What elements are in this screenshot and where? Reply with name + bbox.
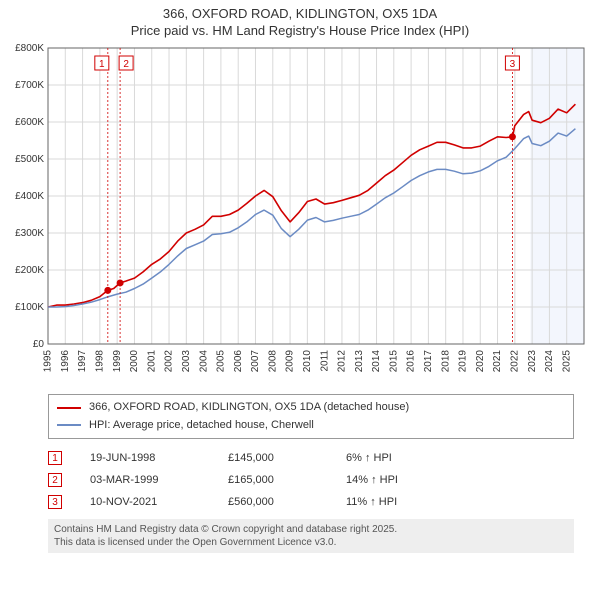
svg-text:1996: 1996 [60,350,71,373]
svg-text:£200K: £200K [15,265,44,276]
sale-price: £165,000 [228,474,318,486]
svg-text:2007: 2007 [250,350,261,373]
svg-text:1998: 1998 [95,350,106,373]
svg-text:2012: 2012 [337,350,348,373]
svg-text:£600K: £600K [15,117,44,128]
svg-text:2015: 2015 [388,350,399,373]
footer-attribution: Contains HM Land Registry data © Crown c… [48,519,574,553]
svg-text:1997: 1997 [77,350,88,373]
sale-price: £145,000 [228,452,318,464]
title-address: 366, OXFORD ROAD, KIDLINGTON, OX5 1DA [8,6,592,21]
svg-text:2003: 2003 [181,350,192,373]
legend-item: HPI: Average price, detached house, Cher… [57,417,565,435]
legend-swatch [57,424,81,426]
sale-change: 11% ↑ HPI [346,496,456,508]
chart-area: £0 £100K £200K £300K £400K £500K £600K £700K £80… [8,44,592,384]
svg-text:2024: 2024 [544,350,555,373]
legend-item: 366, OXFORD ROAD, KIDLINGTON, OX5 1DA (d… [57,399,565,417]
svg-text:£700K: £700K [15,80,44,91]
sales-table: 1 19-JUN-1998 £145,000 6% ↑ HPI 2 03-MAR… [48,447,574,513]
svg-text:3: 3 [510,59,516,70]
svg-text:2002: 2002 [164,350,175,373]
table-row: 1 19-JUN-1998 £145,000 6% ↑ HPI [48,447,574,469]
sale-change: 14% ↑ HPI [346,474,456,486]
svg-text:2011: 2011 [319,350,330,372]
svg-text:£100K: £100K [15,302,44,313]
sale-date: 03-MAR-1999 [90,474,200,486]
svg-text:2022: 2022 [509,350,520,373]
title-block: 366, OXFORD ROAD, KIDLINGTON, OX5 1DA Pr… [8,6,592,38]
sale-change: 6% ↑ HPI [346,452,456,464]
svg-text:2: 2 [123,59,129,70]
marker-square: 3 [48,495,62,509]
svg-text:2008: 2008 [267,350,278,373]
svg-text:2018: 2018 [440,350,451,373]
footer-line: This data is licensed under the Open Gov… [54,536,568,549]
legend-box: 366, OXFORD ROAD, KIDLINGTON, OX5 1DA (d… [48,394,574,439]
marker-square: 2 [48,473,62,487]
svg-text:2004: 2004 [198,350,209,373]
svg-text:2001: 2001 [146,350,157,373]
svg-text:£400K: £400K [15,191,44,202]
svg-text:£0: £0 [33,339,45,350]
svg-text:£800K: £800K [15,44,44,54]
sale-date: 19-JUN-1998 [90,452,200,464]
svg-text:1: 1 [99,59,105,70]
svg-text:1995: 1995 [43,350,54,373]
svg-text:2020: 2020 [475,350,486,373]
legend-label: 366, OXFORD ROAD, KIDLINGTON, OX5 1DA (d… [89,399,409,417]
svg-text:2021: 2021 [492,350,503,373]
svg-text:1999: 1999 [112,350,123,373]
svg-text:2023: 2023 [527,350,538,373]
legend-label: HPI: Average price, detached house, Cher… [89,417,314,435]
marker-square: 1 [48,451,62,465]
svg-text:2025: 2025 [561,350,572,373]
svg-text:£300K: £300K [15,228,44,239]
svg-text:2019: 2019 [458,350,469,373]
svg-text:2016: 2016 [406,350,417,373]
svg-text:2010: 2010 [302,350,313,373]
footer-line: Contains HM Land Registry data © Crown c… [54,523,568,536]
sale-price: £560,000 [228,496,318,508]
svg-text:2013: 2013 [354,350,365,373]
table-row: 3 10-NOV-2021 £560,000 11% ↑ HPI [48,491,574,513]
title-subtitle: Price paid vs. HM Land Registry's House … [8,23,592,38]
svg-text:2009: 2009 [285,350,296,373]
svg-text:2017: 2017 [423,350,434,373]
line-chart-svg: £0 £100K £200K £300K £400K £500K £600K £700K £80… [8,44,592,384]
chart-container: 366, OXFORD ROAD, KIDLINGTON, OX5 1DA Pr… [0,0,600,590]
legend-swatch [57,407,81,409]
svg-text:2006: 2006 [233,350,244,373]
svg-text:2005: 2005 [216,350,227,373]
svg-text:2000: 2000 [129,350,140,373]
sale-date: 10-NOV-2021 [90,496,200,508]
svg-text:£500K: £500K [15,154,44,165]
svg-text:2014: 2014 [371,350,382,373]
table-row: 2 03-MAR-1999 £165,000 14% ↑ HPI [48,469,574,491]
